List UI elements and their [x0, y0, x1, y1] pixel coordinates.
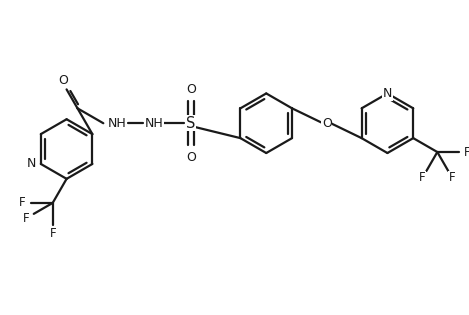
Text: O: O [186, 83, 196, 96]
Text: S: S [186, 116, 196, 131]
Text: NH: NH [144, 117, 163, 130]
Text: N: N [27, 158, 37, 170]
Text: F: F [419, 171, 426, 184]
Text: F: F [464, 146, 469, 158]
Text: NH: NH [108, 117, 127, 130]
Text: N: N [383, 87, 392, 100]
Text: O: O [186, 151, 196, 163]
Text: F: F [449, 171, 455, 184]
Text: O: O [322, 117, 332, 130]
Text: F: F [19, 197, 25, 209]
Text: O: O [59, 74, 68, 87]
Text: F: F [49, 227, 56, 240]
Text: F: F [23, 212, 30, 225]
